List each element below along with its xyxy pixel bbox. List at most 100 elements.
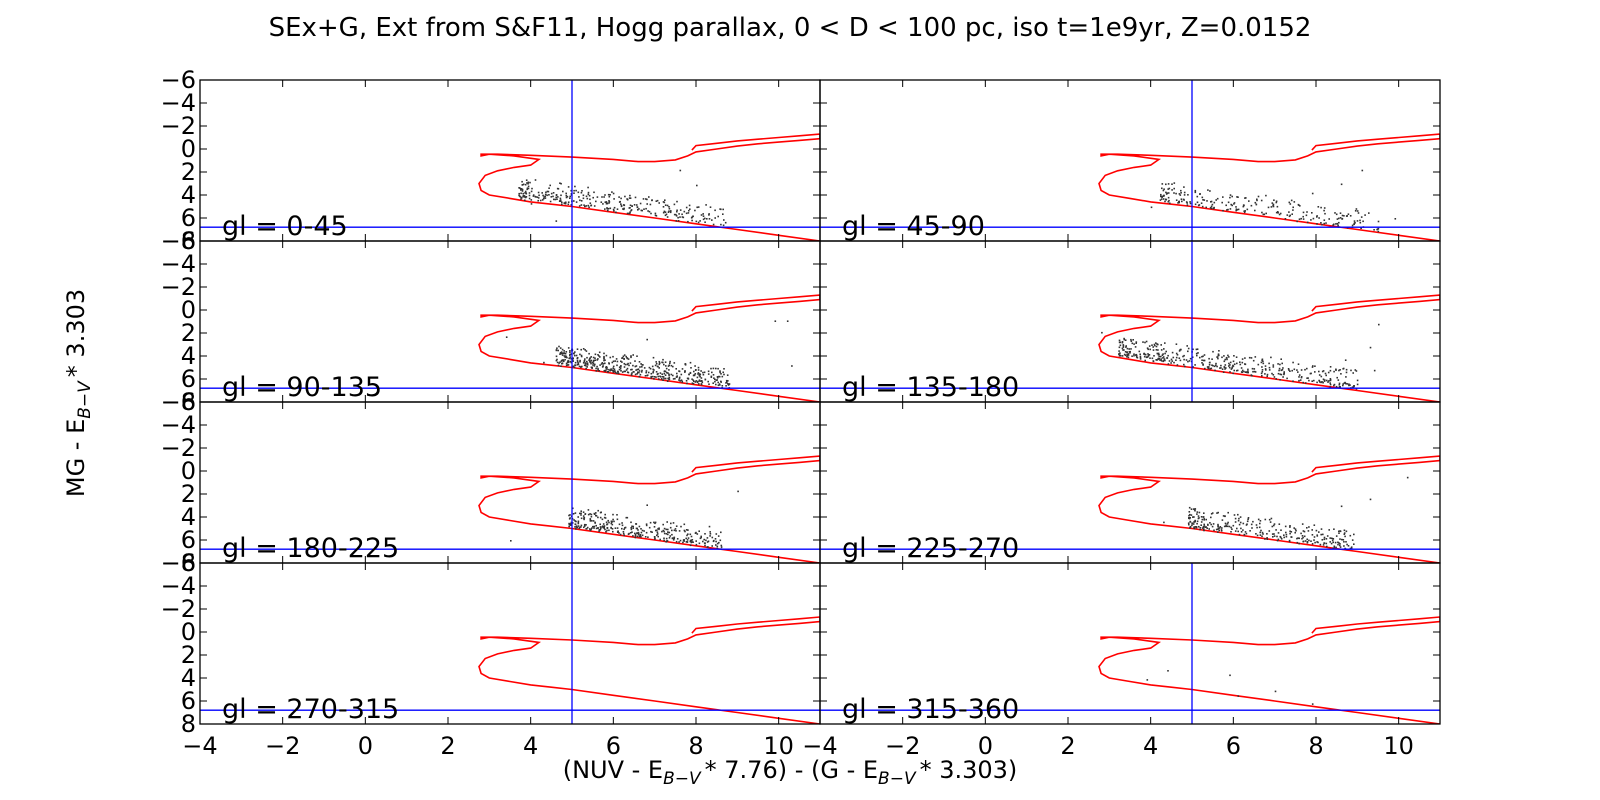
star-point [1201, 196, 1204, 199]
star-point [687, 537, 690, 539]
star-point [522, 183, 525, 186]
star-point [645, 198, 647, 200]
star-point [1176, 364, 1179, 366]
star-point [624, 370, 626, 373]
star-point [1306, 541, 1309, 543]
star-point [1328, 529, 1330, 531]
star-point [527, 187, 530, 190]
star-point [652, 368, 654, 371]
star-point [604, 517, 607, 519]
star-point [583, 526, 585, 529]
star-point [685, 541, 688, 543]
star-point [562, 352, 564, 354]
star-point [1217, 531, 1219, 533]
star-point [1210, 367, 1213, 370]
star-point [550, 196, 553, 198]
star-point [680, 379, 683, 381]
star-point [1118, 346, 1121, 349]
star-point [1306, 367, 1308, 370]
star-point [653, 536, 656, 538]
y-tick-label: −6 [161, 549, 196, 577]
star-point [1270, 517, 1273, 520]
star-point [1306, 211, 1308, 213]
panel-label: gl = 315-360 [842, 694, 1019, 725]
star-point [1229, 361, 1232, 364]
star-point [1224, 522, 1227, 525]
star-point [1178, 350, 1181, 352]
star-point [1148, 345, 1151, 347]
star-point [1227, 511, 1229, 514]
star-point [630, 368, 632, 371]
star-point [574, 523, 577, 526]
star-point [1246, 520, 1249, 523]
star-point [1246, 371, 1248, 374]
star-point [1223, 525, 1226, 528]
star-point [614, 370, 616, 372]
star-point [573, 192, 575, 194]
star-point [542, 194, 544, 197]
axes-frame [819, 562, 1441, 725]
star-point [1199, 528, 1201, 531]
star-point [1166, 357, 1168, 359]
star-point [1231, 367, 1233, 369]
star-point [1356, 379, 1359, 382]
star-point [668, 369, 670, 371]
star-point [1204, 526, 1207, 528]
star-point [612, 518, 614, 521]
star-point [1240, 531, 1243, 533]
star-point [1203, 512, 1205, 514]
star-point [579, 359, 581, 362]
star-point [601, 366, 604, 368]
star-point [681, 368, 684, 370]
star-point [641, 534, 644, 537]
star-point [1329, 541, 1331, 543]
star-point [701, 380, 703, 382]
star-point [651, 199, 653, 202]
star-point [1149, 357, 1151, 359]
star-point [1229, 674, 1231, 677]
star-point [624, 363, 627, 366]
star-point [1187, 360, 1189, 363]
star-point [632, 535, 634, 537]
star-point [1256, 198, 1258, 201]
star-point [597, 516, 599, 519]
star-point [708, 218, 711, 220]
plot-area [820, 241, 1440, 402]
star-point [629, 362, 632, 364]
star-point [711, 545, 713, 547]
star-point [649, 367, 652, 370]
star-point [595, 527, 598, 530]
star-point [1275, 211, 1278, 214]
star-point [1119, 352, 1121, 354]
star-point [575, 354, 578, 357]
star-point [663, 527, 666, 530]
y-tick-label: 2 [181, 480, 196, 508]
star-point [718, 375, 721, 378]
star-point [1151, 344, 1153, 346]
star-point [594, 357, 596, 359]
panel-label: gl = 45-90 [842, 211, 985, 242]
star-point [1303, 535, 1306, 538]
star-point [602, 363, 605, 365]
y-tick-label: −6 [161, 388, 196, 416]
star-point [702, 218, 705, 221]
star-point [586, 364, 589, 366]
star-point [1369, 498, 1372, 501]
star-point [575, 525, 578, 527]
star-point [1201, 205, 1204, 208]
star-point [1279, 379, 1281, 381]
star-point [655, 376, 657, 378]
star-point [1292, 361, 1294, 364]
star-point [583, 364, 586, 367]
star-point [600, 363, 603, 365]
star-point [1203, 354, 1206, 356]
star-point [1146, 347, 1149, 349]
star-point [605, 354, 608, 357]
star-point [1319, 543, 1322, 546]
star-point [1334, 541, 1337, 544]
star-point [603, 196, 605, 198]
star-point [1202, 525, 1205, 528]
star-point [1351, 386, 1354, 388]
star-point [700, 377, 703, 379]
star-point [1356, 220, 1359, 222]
